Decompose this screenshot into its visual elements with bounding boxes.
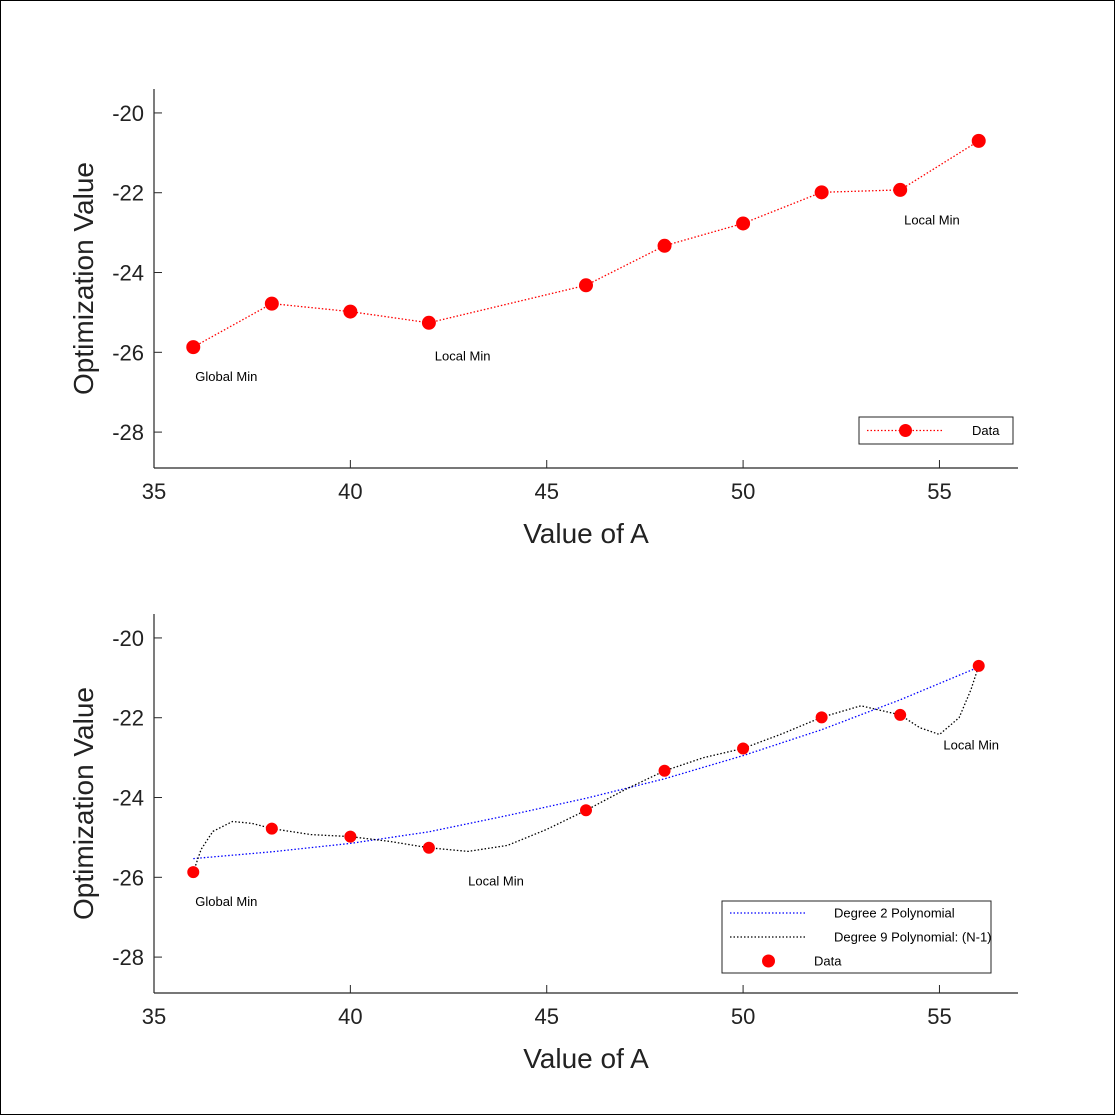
annotation-label: Local Min [904,213,960,228]
y-tick-label: -20 [112,101,144,126]
data-point [971,133,986,148]
x-tick-label: 35 [142,479,166,504]
data-point [579,278,593,293]
x-tick-label: 55 [927,479,951,504]
annotation-label: Global Min [195,369,257,384]
series-line [192,665,980,873]
x-tick-label: 40 [338,1004,362,1029]
data-point [265,822,278,835]
y-tick-label: -26 [112,340,144,365]
x-axis-label: Value of A [523,1043,649,1074]
series-degree-2-polynomial [193,666,979,860]
x-tick-label: 40 [338,479,362,504]
data-point [814,185,829,200]
legend: Data [858,416,1014,445]
data-point [186,340,201,355]
series-degree-9-polynomial-n-1 [192,665,980,873]
series-data [187,659,985,879]
annotation-label: Local Min [943,738,999,753]
annotation-label: Local Min [435,348,491,363]
x-tick-label: 50 [731,479,755,504]
y-axis-label: Optimization Value [68,162,99,395]
data-point [344,830,357,843]
legend: Degree 2 Polynomial Degree 9 Polynomial: … [721,900,992,974]
data-point [421,315,436,330]
chart-panel-2: 35 40 45 50 55 -20 -22 -24 -26 -28 Value of A Optim… [68,614,1018,1074]
data-point [737,742,750,755]
x-axis-label: Value of A [523,518,649,549]
legend-entry-label: Data [972,423,1000,438]
data-point [580,804,592,817]
y-tick-label: -24 [112,261,144,286]
legend-entry-label: Degree 9 Polynomial: (N-1) [834,930,992,945]
data-point [894,708,907,721]
data-point [343,304,358,319]
data-point [893,182,908,197]
y-axis-label: Optimization Value [68,687,99,920]
series-data [186,133,986,355]
x-tick-label: 35 [142,1004,166,1029]
x-tick-label: 55 [927,1004,951,1029]
y-tick-label: -24 [112,786,144,811]
data-point [422,841,435,854]
y-tick-label: -28 [112,420,144,445]
legend-entry-label: Data [814,954,842,969]
legend-swatch-marker [762,954,775,968]
data-point [815,711,828,724]
y-tick-label: -26 [112,865,144,890]
legend-entry-label: Degree 2 Polynomial [834,906,955,921]
x-tick-label: 45 [534,479,558,504]
y-tick-label: -20 [112,626,144,651]
series-line [193,666,979,860]
data-point [264,296,279,311]
data-point [657,238,672,253]
data-point [187,866,200,879]
series-line [192,140,980,348]
annotation-label: Local Min [468,873,524,888]
legend-swatch-marker [899,424,912,437]
x-tick-label: 45 [534,1004,558,1029]
annotation-label: Global Min [195,894,257,909]
chart-panel-1: 35 40 45 50 55 -20 -22 -24 -26 -28 Value of A Optim… [68,89,1018,549]
y-tick-label: -22 [112,706,144,731]
y-tick-label: -28 [112,945,144,970]
data-point [736,216,751,231]
y-tick-label: -22 [112,181,144,206]
data-point [972,659,985,672]
data-point [658,764,671,777]
x-tick-label: 50 [731,1004,755,1029]
